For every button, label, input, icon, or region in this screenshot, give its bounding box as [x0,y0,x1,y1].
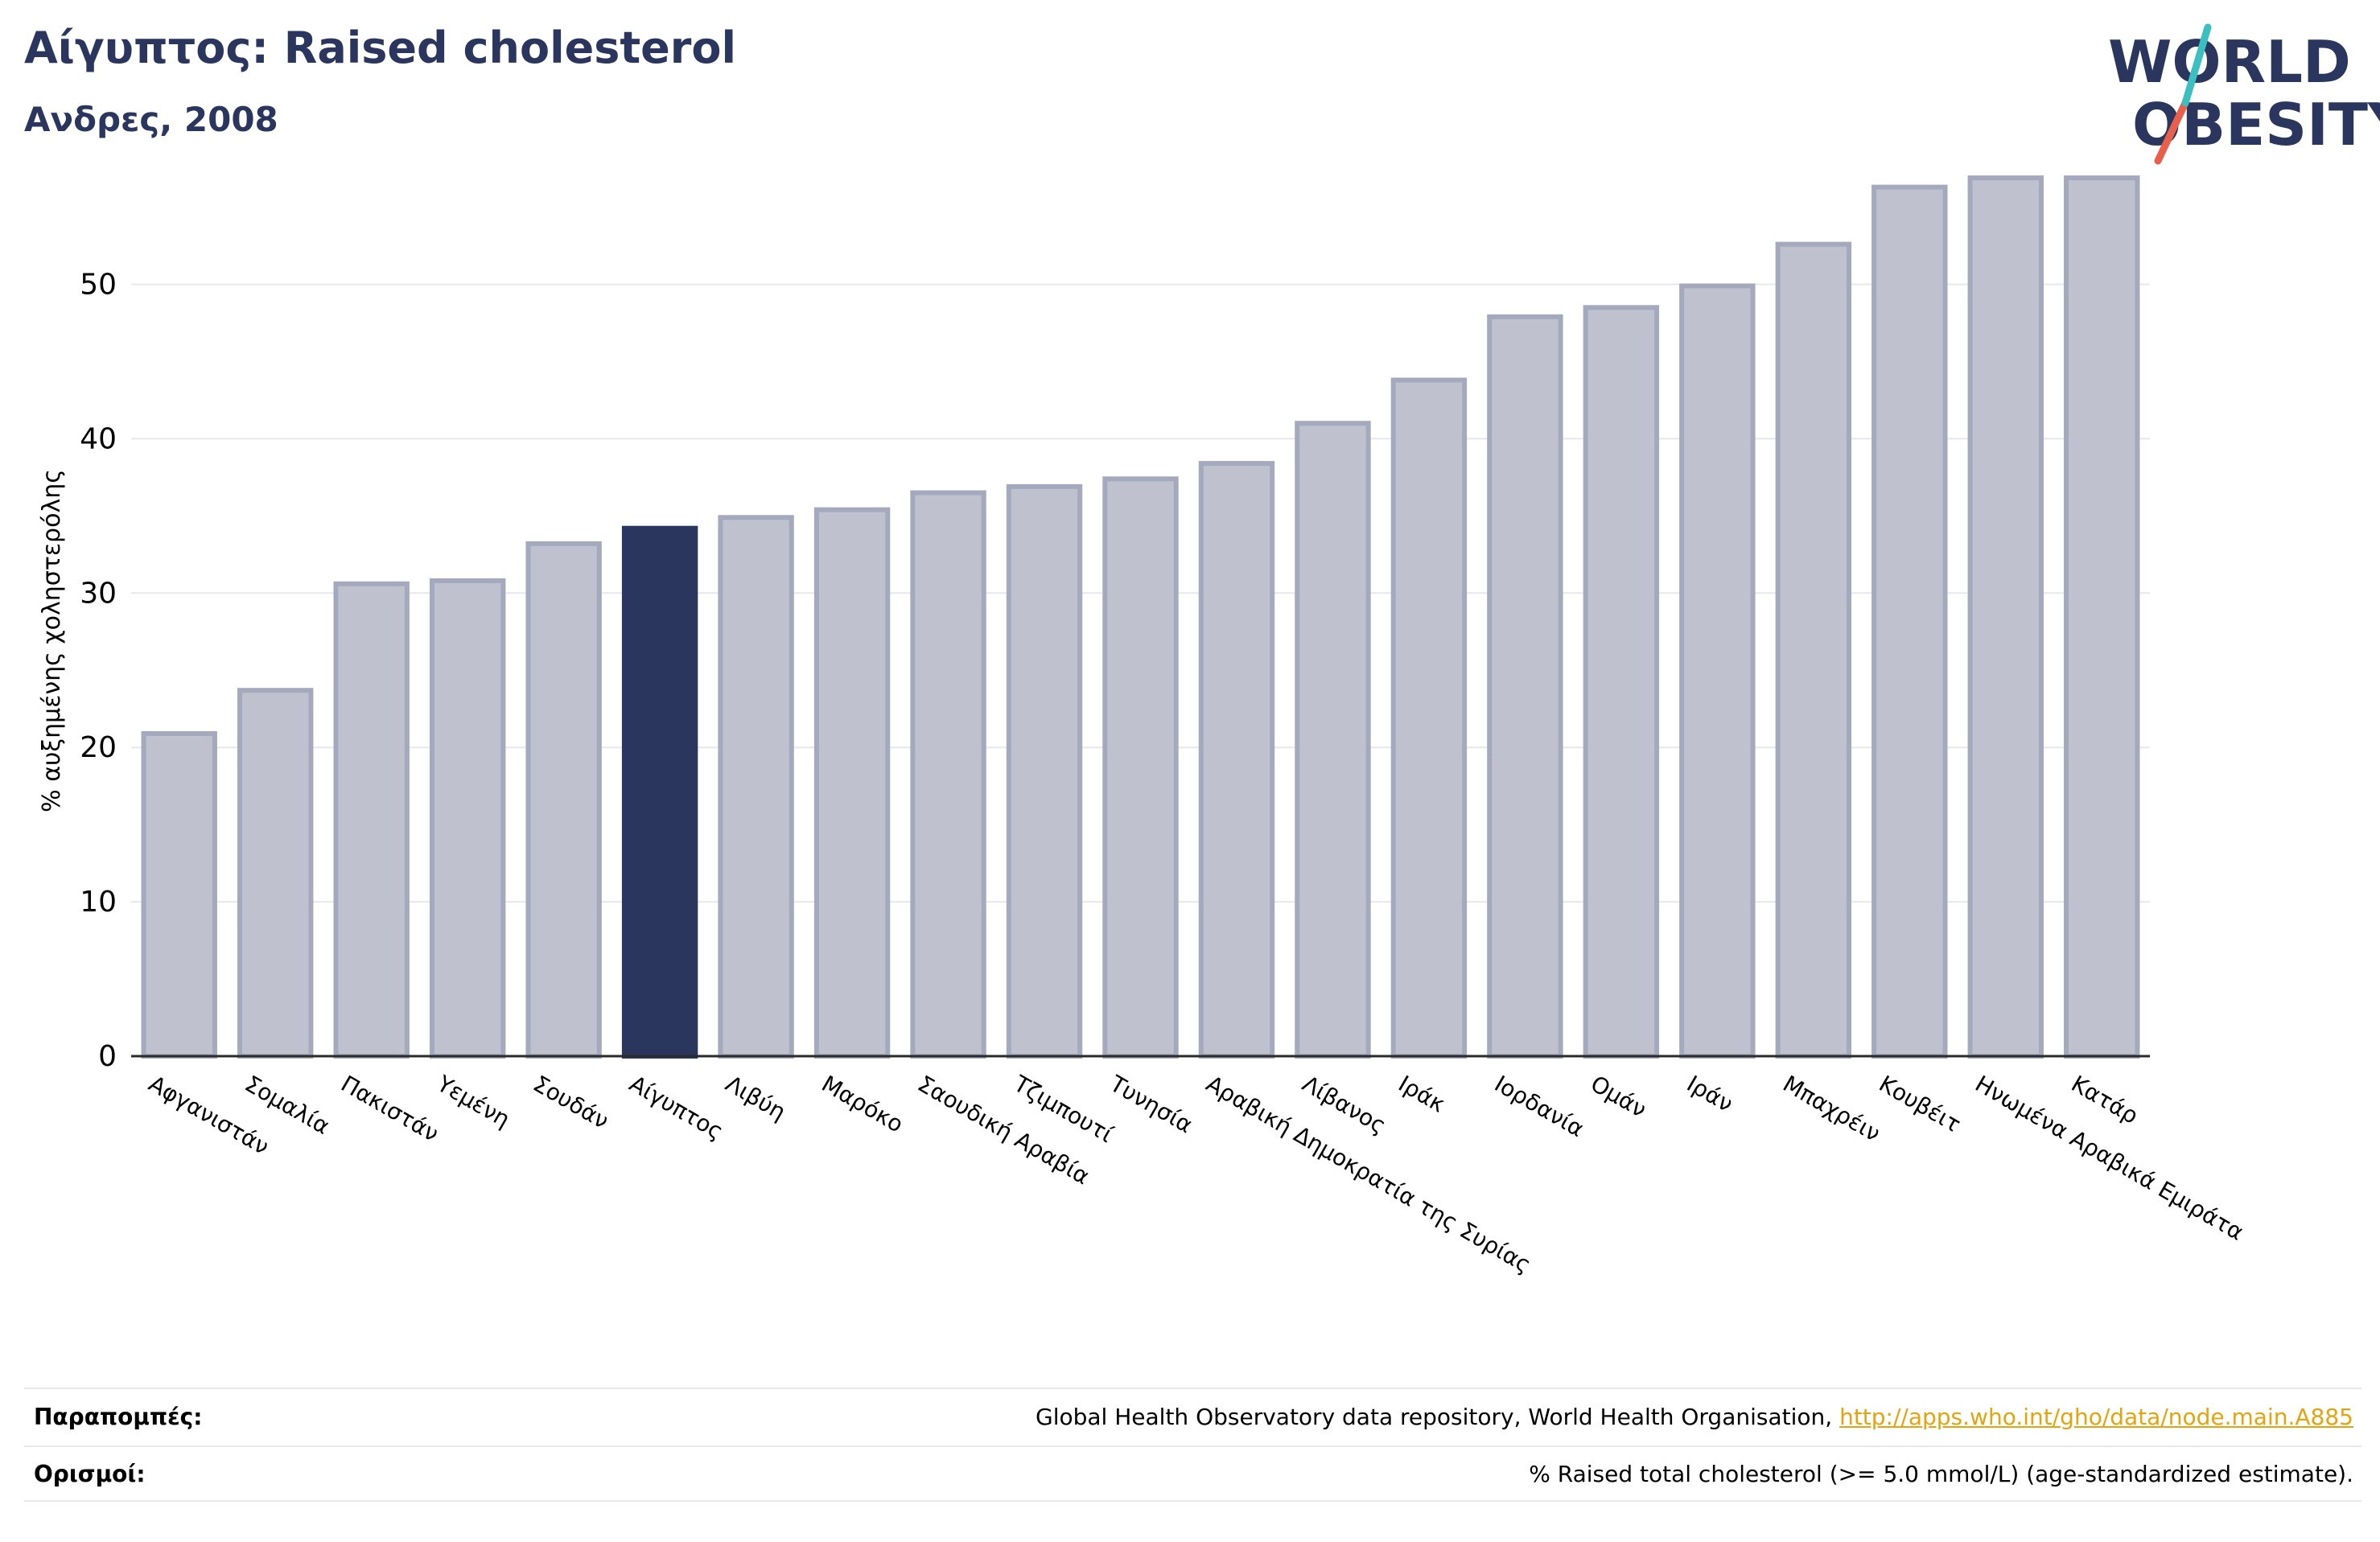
y-tick-labels: 0 10 20 30 40 50 [80,269,117,1073]
bar-6[interactable] [621,525,698,1059]
world-obesity-logo[interactable]: WORLD OBESITY [2108,23,2380,169]
x-tick-label: Πακιστάν [336,1070,443,1147]
y-tick-label: 30 [80,577,117,610]
bar-15[interactable] [1487,314,1563,1059]
x-tick-label: Μπαχρέιν [1778,1070,1884,1146]
references-text: Global Health Observatory data repositor… [1036,1403,1840,1430]
y-tick-label: 50 [80,269,117,302]
references-link[interactable]: http://apps.who.int/gho/data/node.main.A… [1839,1403,2353,1430]
bar-3[interactable] [333,581,410,1059]
bar-20[interactable] [1967,175,2044,1059]
y-axis-title: % αυξημένης χοληστερόλης [38,469,66,812]
bar-9[interactable] [910,490,986,1059]
x-tick-label: Ομάν [1586,1070,1651,1123]
references-value: Global Health Observatory data repositor… [1036,1404,2361,1430]
x-tick-label: Λιβύη [721,1070,790,1125]
x-tick-label: Αίγυπτος [625,1070,728,1145]
x-tick-label: Σαουδική Αραβία [913,1070,1094,1190]
bar-7[interactable] [718,515,794,1059]
x-tick-label: Σουδάν [529,1070,613,1134]
x-tick-label: Ιορδανία [1490,1070,1588,1142]
logo-slash-bottom [2154,99,2189,165]
bar-18[interactable] [1775,241,1852,1059]
bar-11[interactable] [1102,476,1179,1059]
y-tick-label: 10 [80,886,117,919]
bar-2[interactable] [237,688,314,1059]
bar-1[interactable] [141,730,217,1059]
bar-21[interactable] [2064,175,2140,1059]
x-tick-label: Ιράν [1682,1070,1738,1117]
bar-12[interactable] [1198,461,1275,1059]
bars [141,175,2140,1059]
bar-8[interactable] [813,507,891,1059]
bar-17[interactable] [1679,283,1756,1059]
definitions-label: Ορισμοί: [34,1460,146,1487]
bar-13[interactable] [1295,421,1371,1059]
references-row: Παραπομπές: Global Health Observatory da… [24,1388,2361,1444]
logo-slash-top [2181,23,2212,107]
bar-19[interactable] [1871,184,1948,1059]
definitions-row: Ορισμοί: % Raised total cholesterol (>= … [24,1445,2361,1502]
logo-line1: WORLD [2108,28,2351,96]
bar-5[interactable] [525,541,602,1059]
x-tick-label: Ιράκ [1394,1070,1449,1117]
y-tick-label: 20 [80,731,117,764]
bar-4[interactable] [429,578,506,1059]
y-tick-label: 40 [80,422,117,455]
x-tick-label: Αραβική Δημοκρατία της Συρίας [1201,1070,1535,1278]
definitions-value: % Raised total cholesterol (>= 5.0 mmol/… [1529,1460,2353,1487]
x-tick-label: Τυνησία [1105,1070,1197,1138]
x-tick-label: Κατάρ [2067,1070,2143,1129]
x-tick-label: Μαρόκο [817,1070,908,1137]
page-subtitle: Ανδρες, 2008 [24,100,278,139]
bar-14[interactable] [1390,377,1468,1059]
bar-16[interactable] [1583,305,1660,1059]
page-title: Αίγυπτος: Raised cholesterol [24,23,737,73]
x-tick-label: Υεμένη [432,1070,515,1133]
bar-10[interactable] [1006,483,1083,1059]
x-tick-label: Κουβέιτ [1875,1070,1966,1137]
y-tick-label: 0 [98,1040,117,1073]
references-label: Παραπομπές: [34,1403,203,1430]
